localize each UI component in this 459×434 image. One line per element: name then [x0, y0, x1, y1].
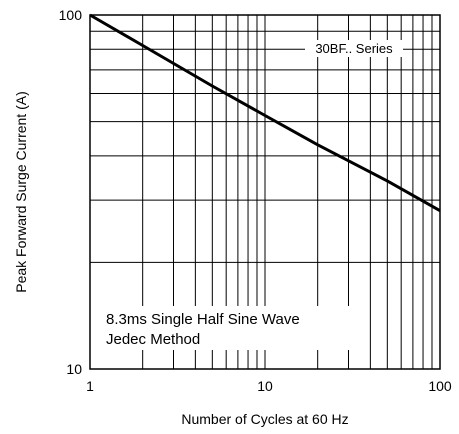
annotation-line-2: Jedec Method — [106, 331, 200, 348]
series-layer — [89, 13, 441, 213]
x-tick-label: 10 — [257, 378, 273, 394]
series-line — [89, 13, 441, 213]
y-tick-label: 10 — [66, 361, 82, 377]
annotation-line-1: 8.3ms Single Half Sine Wave — [106, 311, 300, 328]
series-label-box — [305, 40, 403, 57]
annotation-box — [101, 306, 350, 350]
series-label: 30BF.. Series — [315, 41, 393, 56]
x-axis-label: Number of Cycles at 60 Hz — [181, 411, 348, 427]
y-tick-label: 100 — [59, 7, 83, 23]
grid-lines — [90, 15, 440, 369]
x-tick-label: 100 — [428, 378, 452, 394]
x-tick-label: 1 — [86, 378, 94, 394]
plot-frame — [89, 14, 441, 370]
y-axis-label: Peak Forward Surge Current (A) — [13, 91, 29, 293]
